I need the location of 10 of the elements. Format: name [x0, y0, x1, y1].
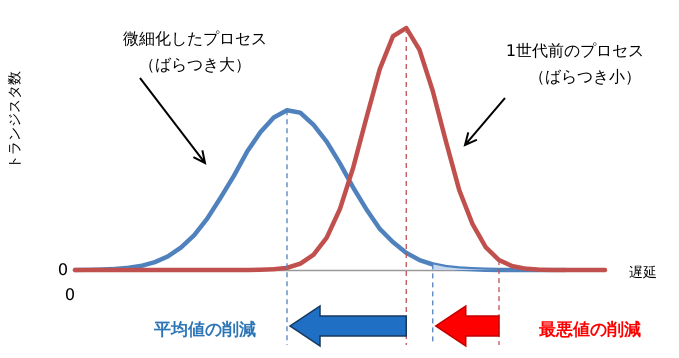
- annotation: （ばらつき大）: [139, 55, 251, 74]
- y-axis-title: トランジスタ数: [7, 71, 23, 169]
- annotation: （ばらつき小）: [529, 67, 641, 86]
- text: 平均値の削減: [153, 320, 256, 340]
- x-axis-title: 遅延: [629, 265, 657, 281]
- text: 最悪値の削減: [538, 320, 641, 340]
- text: 0: [58, 260, 68, 279]
- annotation: 微細化したプロセス: [123, 29, 267, 48]
- text: 0: [64, 285, 76, 304]
- annotation: 1世代前のプロセス: [506, 41, 644, 60]
